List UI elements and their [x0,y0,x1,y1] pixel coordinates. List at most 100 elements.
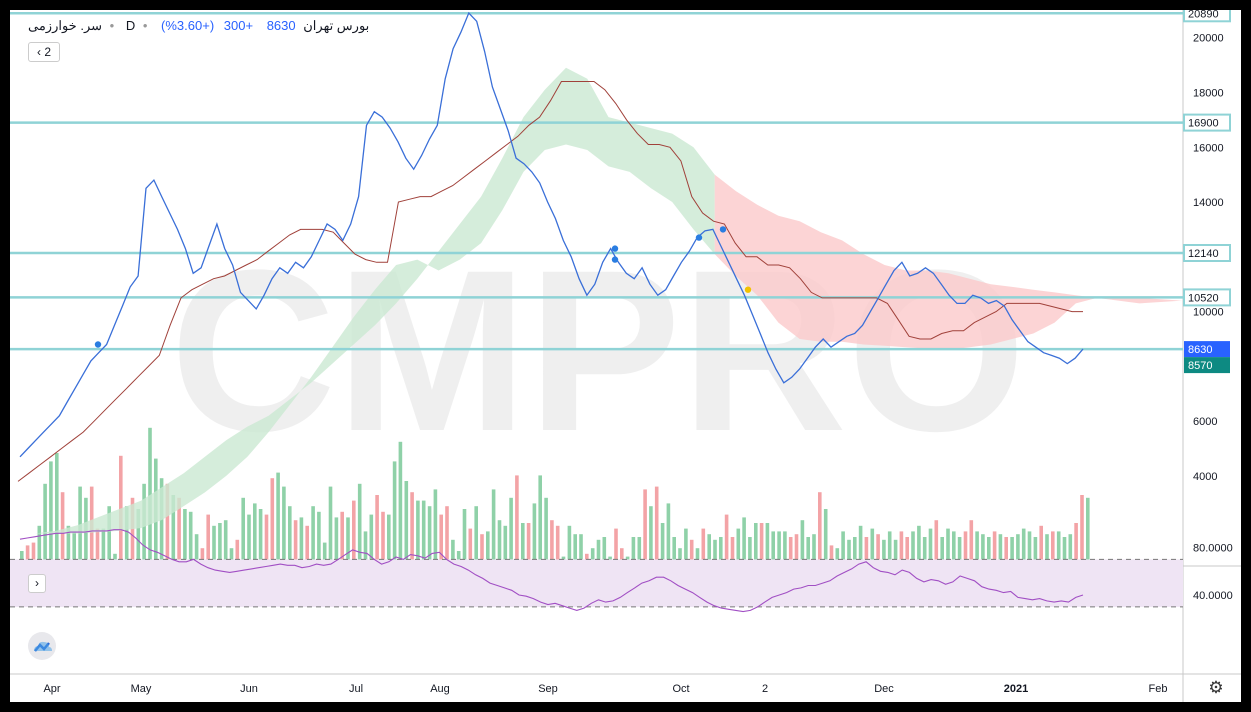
time-axis-tick-label: Aug [430,683,450,695]
volume-bar [159,478,164,565]
volume-bar [823,509,828,565]
rsi-line [19,529,1084,613]
volume-bar [439,514,443,565]
volume-bar [922,537,927,565]
volume-bar [282,486,286,565]
last-price: 8630 [266,18,296,33]
volume-bar [532,503,537,565]
level-price-tag-label: 12140 [1188,248,1219,260]
volume-bar [794,534,799,565]
signal-marker [611,256,619,263]
volume-bar [998,534,1003,565]
volume-bar [596,539,601,565]
volume-bar [579,534,583,565]
volume-bar [72,531,76,565]
volume-bar [538,475,542,565]
volume-bar [1033,537,1038,565]
volume-bar [742,517,746,565]
volume-bar [788,537,793,565]
level-price-tag-label: 10520 [1188,292,1219,304]
volume-bar [695,548,700,565]
volume-bar [654,486,659,565]
symbol-header: سر. خوارزمی • D • بورس تهران 8630 +300 (… [28,18,369,34]
volume-bar [247,514,251,565]
volume-bar [829,545,834,565]
volume-bar [387,514,391,565]
volume-bar [1080,495,1084,565]
volume-bar [363,531,368,565]
volume-bar [602,537,607,565]
volume-bar [223,520,228,565]
volume-bar [183,509,187,565]
volume-bar [713,539,717,565]
volume-bar [893,539,898,565]
volume-bar [876,534,880,565]
volume-bar [917,525,921,565]
time-axis-tick-label: Dec [874,683,894,695]
gear-icon[interactable]: ⚙ [1208,678,1224,697]
volume-bar [165,483,170,565]
chevron-right-icon: › [35,576,39,590]
price-axis-tick-label: 18000 [1193,87,1224,99]
price-axis-tick-label: 14000 [1193,197,1224,209]
volume-bar [253,503,257,565]
chevron-left-icon: ‹ [36,45,41,59]
volume-bar [322,542,327,565]
level-price-tag [1183,288,1231,307]
volume-bar [812,534,816,565]
chart-canvas[interactable]: CMPRO40006000800010000120001400016000180… [10,10,1241,702]
volume-bar [748,537,752,565]
volume-bar [509,497,513,565]
volume-bar [427,506,432,565]
volume-bar [276,472,280,565]
volume-bar [25,545,30,565]
volume-bar [503,525,508,565]
volume-bar [468,528,473,565]
volume-bar [765,523,770,565]
volume-bar [567,525,572,565]
time-axis-tick-label: 2021 [1004,683,1028,695]
price-change: +300 [223,18,254,33]
volume-bar [95,528,100,565]
volume-bar [486,531,490,565]
volume-bar [678,548,682,565]
volume-bar [212,525,216,565]
cloud-bullish [35,67,715,534]
time-axis-tick-label: 2 [762,683,768,695]
volume-bar [975,531,979,565]
volume-bar [992,531,997,565]
volume-bar [544,497,548,565]
volume-bar [456,551,461,565]
volume-bar [631,537,636,565]
level-price-tag-label: 8630 [1188,344,1212,356]
level-price-tag-label: 20890 [1188,10,1219,20]
price-axis-tick-label: 16000 [1193,142,1224,154]
time-axis-tick-label: May [131,683,152,695]
volume-bar [515,475,519,565]
volume-bar [451,539,455,565]
volume-bar [177,497,181,565]
volume-bar [369,514,374,565]
volume-bar [357,483,362,565]
indicators-collapse-button[interactable]: ‹ 2 [28,42,60,62]
header-separator: • [109,18,115,33]
volume-bar [171,495,176,565]
volume-bar [987,537,991,565]
resolution-label[interactable]: D [125,18,136,33]
level-price-tag-label: 16900 [1188,118,1219,130]
volume-bar [701,528,706,565]
volume-bar [940,537,944,565]
volume-bar [288,506,292,565]
tradingview-logo[interactable] [28,632,56,660]
volume-bar [969,520,974,565]
price-axis-tick-label: 6000 [1193,416,1217,428]
symbol-name[interactable]: سر. خوارزمی [28,18,103,33]
level-price-tag [1184,341,1230,358]
volume-bar [416,500,420,565]
signal-marker [719,226,727,233]
cloud-bearish [714,174,1182,350]
rsi-pane-collapse-button[interactable]: › [28,574,46,593]
volume-bar [1021,528,1026,565]
volume-bar [49,461,53,565]
price-change-pct: (+3.60%) [161,18,215,33]
